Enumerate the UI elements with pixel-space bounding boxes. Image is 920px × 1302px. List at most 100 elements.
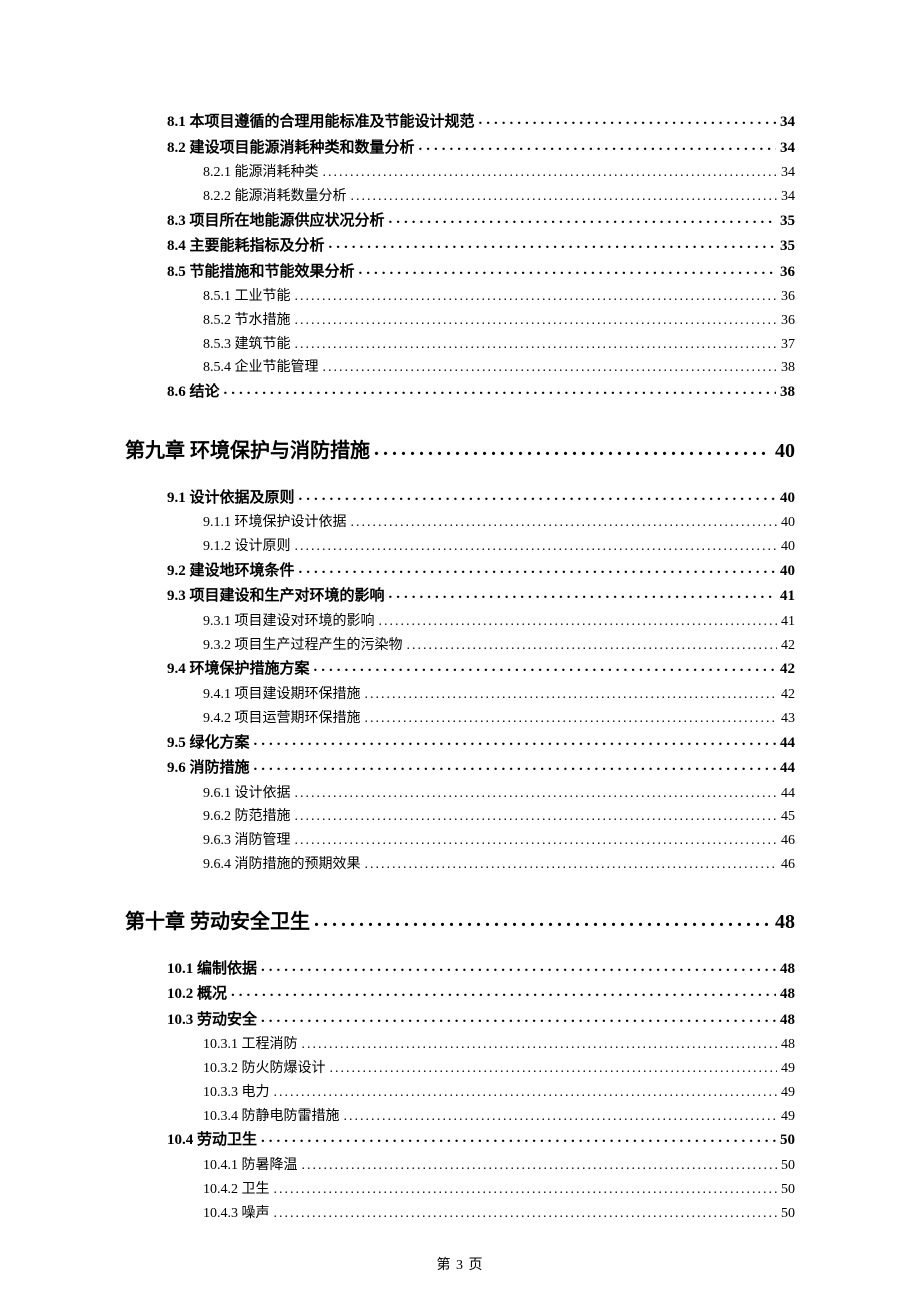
toc-entry-page: 36 [781,309,795,333]
toc-entry-title: 8.2.1 能源消耗种类 [203,161,319,185]
toc-leader: ........................................… [224,378,776,404]
toc-entry: 10.1 编制依据...............................… [167,957,795,983]
toc-entry-title: 9.6.4 消防措施的预期效果 [203,853,361,877]
toc-entry: 9.6.4 消防措施的预期效果.........................… [203,853,795,877]
toc-leader: ........................................… [274,1178,778,1202]
toc-leader: ........................................… [314,655,776,681]
toc-entry: 9.4 环境保护措施方案............................… [167,657,795,683]
toc-leader: ........................................… [365,853,778,877]
toc-entry: 8.5.3 建筑节能..............................… [203,333,795,357]
toc-entry-title: 9.1.1 环境保护设计依据 [203,511,347,535]
toc-entry-title: 10.2 概况 [167,982,227,1008]
toc-entry-title: 9.3.2 项目生产过程产生的污染物 [203,634,403,658]
toc-entry-page: 48 [780,1008,795,1034]
toc-entry-page: 34 [780,136,795,162]
toc-entry-title: 10.1 编制依据 [167,957,257,983]
toc-entry: 8.5.1 工业节能..............................… [203,285,795,309]
toc-entry: 9.6.3 消防管理..............................… [203,829,795,853]
toc-entry-title: 9.2 建设地环境条件 [167,559,295,585]
toc-entry-title: 8.5 节能措施和节能效果分析 [167,260,355,286]
toc-entry-title: 8.1 本项目遵循的合理用能标准及节能设计规范 [167,110,475,136]
toc-entry-page: 41 [781,610,795,634]
toc-leader: ........................................… [261,1126,776,1152]
toc-entry-page: 40 [781,535,795,559]
toc-leader: ........................................… [479,108,776,134]
toc-leader: ........................................… [351,185,778,209]
toc-leader: ........................................… [365,683,778,707]
toc-entry-page: 44 [781,782,795,806]
toc-entry-title: 8.3 项目所在地能源供应状况分析 [167,209,385,235]
toc-entry-title: 9.1 设计依据及原则 [167,486,295,512]
toc-entry-title: 10.3.1 工程消防 [203,1033,298,1057]
toc-entry: 9.1.2 设计原则..............................… [203,535,795,559]
toc-entry: 8.2.2 能源消耗数量分析..........................… [203,185,795,209]
toc-entry: 10.3.2 防火防爆设计...........................… [203,1057,795,1081]
toc-leader: ........................................… [389,207,776,233]
toc-entry-title: 8.2.2 能源消耗数量分析 [203,185,347,209]
toc-entry: 9.6 消防措施................................… [167,756,795,782]
toc-entry-page: 48 [780,957,795,983]
toc-entry-title: 8.6 结论 [167,380,220,406]
toc-entry-title: 10.4.3 噪声 [203,1202,270,1226]
toc-leader: ........................................… [295,535,778,559]
toc-leader: ........................................… [314,903,771,937]
toc-entry-page: 34 [780,110,795,136]
page-footer: 第 3 页 [0,1254,920,1274]
toc-entry-title: 9.6 消防措施 [167,756,250,782]
toc-entry-page: 48 [775,905,795,939]
toc-entry-title: 8.5.4 企业节能管理 [203,356,319,380]
toc-entry-title: 第九章 环境保护与消防措施 [125,434,370,468]
toc-entry: 第九章 环境保护与消防措施...........................… [125,434,795,468]
toc-entry-page: 40 [780,559,795,585]
toc-entry-page: 35 [780,234,795,260]
toc-leader: ........................................… [261,1006,776,1032]
toc-entry: 8.5.4 企业节能管理............................… [203,356,795,380]
toc-leader: ........................................… [419,134,776,160]
toc-leader: ........................................… [295,805,778,829]
toc-entry-page: 50 [781,1178,795,1202]
toc-entry-page: 38 [780,380,795,406]
toc-entry-page: 43 [781,707,795,731]
toc-entry-title: 9.3.1 项目建设对环境的影响 [203,610,375,634]
toc-entry-page: 35 [780,209,795,235]
toc-entry-page: 34 [781,161,795,185]
toc-leader: ........................................… [351,511,778,535]
toc-entry: 8.3 项目所在地能源供应状况分析.......................… [167,209,795,235]
toc-leader: ........................................… [302,1033,778,1057]
toc-entry-page: 50 [780,1128,795,1154]
toc-leader: ........................................… [323,356,778,380]
toc-entry-page: 36 [781,285,795,309]
toc-entry: 9.1 设计依据及原则.............................… [167,486,795,512]
toc-leader: ........................................… [344,1105,778,1129]
toc-entry: 9.6.1 设计依据..............................… [203,782,795,806]
toc-entry-title: 9.6.2 防范措施 [203,805,291,829]
toc-entry-title: 9.6.3 消防管理 [203,829,291,853]
toc-entry: 8.2.1 能源消耗种类............................… [203,161,795,185]
toc-entry-title: 8.5.2 节水措施 [203,309,291,333]
toc-entry-title: 9.1.2 设计原则 [203,535,291,559]
toc-entry: 9.4.2 项目运营期环保措施.........................… [203,707,795,731]
toc-entry-page: 40 [775,434,795,468]
toc-entry-title: 10.4 劳动卫生 [167,1128,257,1154]
toc-entry-page: 46 [781,853,795,877]
toc-entry-page: 42 [780,657,795,683]
toc-entry-title: 8.4 主要能耗指标及分析 [167,234,325,260]
toc-leader: ........................................… [329,232,776,258]
toc-entry: 10.4.1 防暑降温.............................… [203,1154,795,1178]
toc-entry: 10.4 劳动卫生...............................… [167,1128,795,1154]
toc-leader: ........................................… [295,782,778,806]
toc-entry-title: 8.5.3 建筑节能 [203,333,291,357]
toc-entry-title: 9.5 绿化方案 [167,731,250,757]
toc-entry-title: 10.3 劳动安全 [167,1008,257,1034]
toc-entry-page: 49 [781,1105,795,1129]
toc-leader: ........................................… [407,634,778,658]
toc-leader: ........................................… [254,754,776,780]
toc-entry-page: 42 [781,683,795,707]
toc-entry: 10.4.3 噪声...............................… [203,1202,795,1226]
toc-entry: 8.4 主要能耗指标及分析...........................… [167,234,795,260]
toc-entry-title: 第十章 劳动安全卫生 [125,905,310,939]
toc-entry-page: 45 [781,805,795,829]
toc-leader: ........................................… [374,432,771,466]
toc-leader: ........................................… [295,333,778,357]
toc-leader: ........................................… [299,484,776,510]
